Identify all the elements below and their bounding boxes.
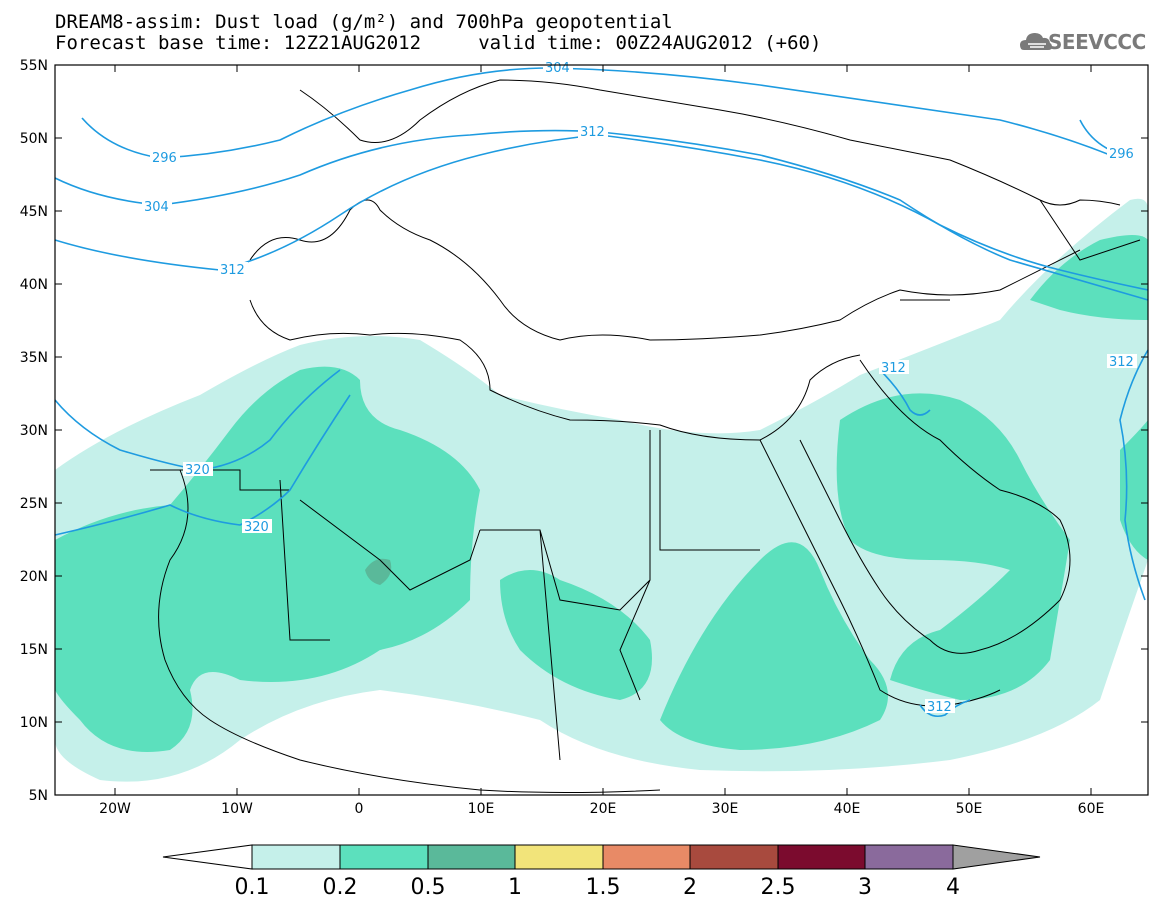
lat-label: 40N <box>20 277 48 293</box>
lon-label: 60E <box>1078 801 1105 817</box>
lat-label: 5N <box>29 788 48 804</box>
lon-label: 40E <box>834 801 861 817</box>
map-subtitle-times: Forecast base time: 12Z21AUG2012 valid t… <box>55 32 822 54</box>
colorbar-swatch <box>602 844 691 870</box>
contour-label: 312 <box>1109 355 1134 370</box>
lon-label: 20E <box>590 801 617 817</box>
colorbar-swatch <box>339 844 429 870</box>
lon-label: 10E <box>468 801 495 817</box>
colorbar-swatch <box>514 844 604 870</box>
lat-label: 35N <box>20 350 48 366</box>
colorbar-label: 3 <box>858 875 872 900</box>
colorbar-label: 4 <box>946 875 960 900</box>
colorbar-swatch <box>427 844 516 870</box>
colorbar-label: 1.5 <box>586 875 621 900</box>
longitude-axis: 20W 10W 0 10E 20E 30E 40E 50E 60E <box>99 65 1104 817</box>
contour-label: 312 <box>881 361 906 376</box>
lon-label: 50E <box>956 801 983 817</box>
lon-label: 30E <box>712 801 739 817</box>
lat-label: 25N <box>20 496 48 512</box>
contour-label: 304 <box>144 200 169 215</box>
colorbar-label: 0.5 <box>411 875 446 900</box>
colorbar-swatch <box>251 844 341 870</box>
lat-label: 45N <box>20 204 48 220</box>
lat-label: 55N <box>20 58 48 74</box>
lon-label: 0 <box>355 801 364 817</box>
dust-layer-medium <box>55 235 1148 752</box>
cloud-logo-icon <box>1020 33 1052 50</box>
contour-label: 296 <box>152 151 177 166</box>
lat-label: 20N <box>20 569 48 585</box>
contour-label: 320 <box>244 520 269 535</box>
colorbar-label: 2 <box>683 875 697 900</box>
latitude-axis: 55N 50N 45N 40N 35N 30N 25N 20N 15N 10N … <box>20 58 1148 804</box>
contour-label: 296 <box>1109 147 1134 162</box>
lon-label: 10W <box>221 801 253 817</box>
contour-label: 312 <box>220 263 245 278</box>
colorbar-swatch <box>777 844 866 870</box>
map-title: DREAM8-assim: Dust load (g/m²) and 700hP… <box>55 11 673 33</box>
lat-label: 10N <box>20 715 48 731</box>
colorbar-swatch <box>689 844 779 870</box>
logo-text: SEEVCCC <box>1048 30 1146 54</box>
contour-label: 320 <box>185 463 210 478</box>
colorbar-legend: 0.1 0.2 0.5 1 1.5 2 2.5 3 4 <box>162 844 1041 900</box>
colorbar-label: 2.5 <box>761 875 796 900</box>
contour-label: 312 <box>927 700 952 715</box>
colorbar-label: 1 <box>508 875 522 900</box>
colorbar-label: 0.1 <box>235 875 270 900</box>
colorbar-swatch <box>864 844 954 870</box>
colorbar-lower-arrow <box>162 844 253 870</box>
contour-label: 304 <box>545 61 570 76</box>
lat-label: 15N <box>20 642 48 658</box>
lon-label: 20W <box>99 801 131 817</box>
contour-label: 312 <box>580 125 605 140</box>
lat-label: 30N <box>20 423 48 439</box>
colorbar-label: 0.2 <box>323 875 358 900</box>
lat-label: 50N <box>20 131 48 147</box>
colorbar-upper-arrow <box>952 844 1041 870</box>
